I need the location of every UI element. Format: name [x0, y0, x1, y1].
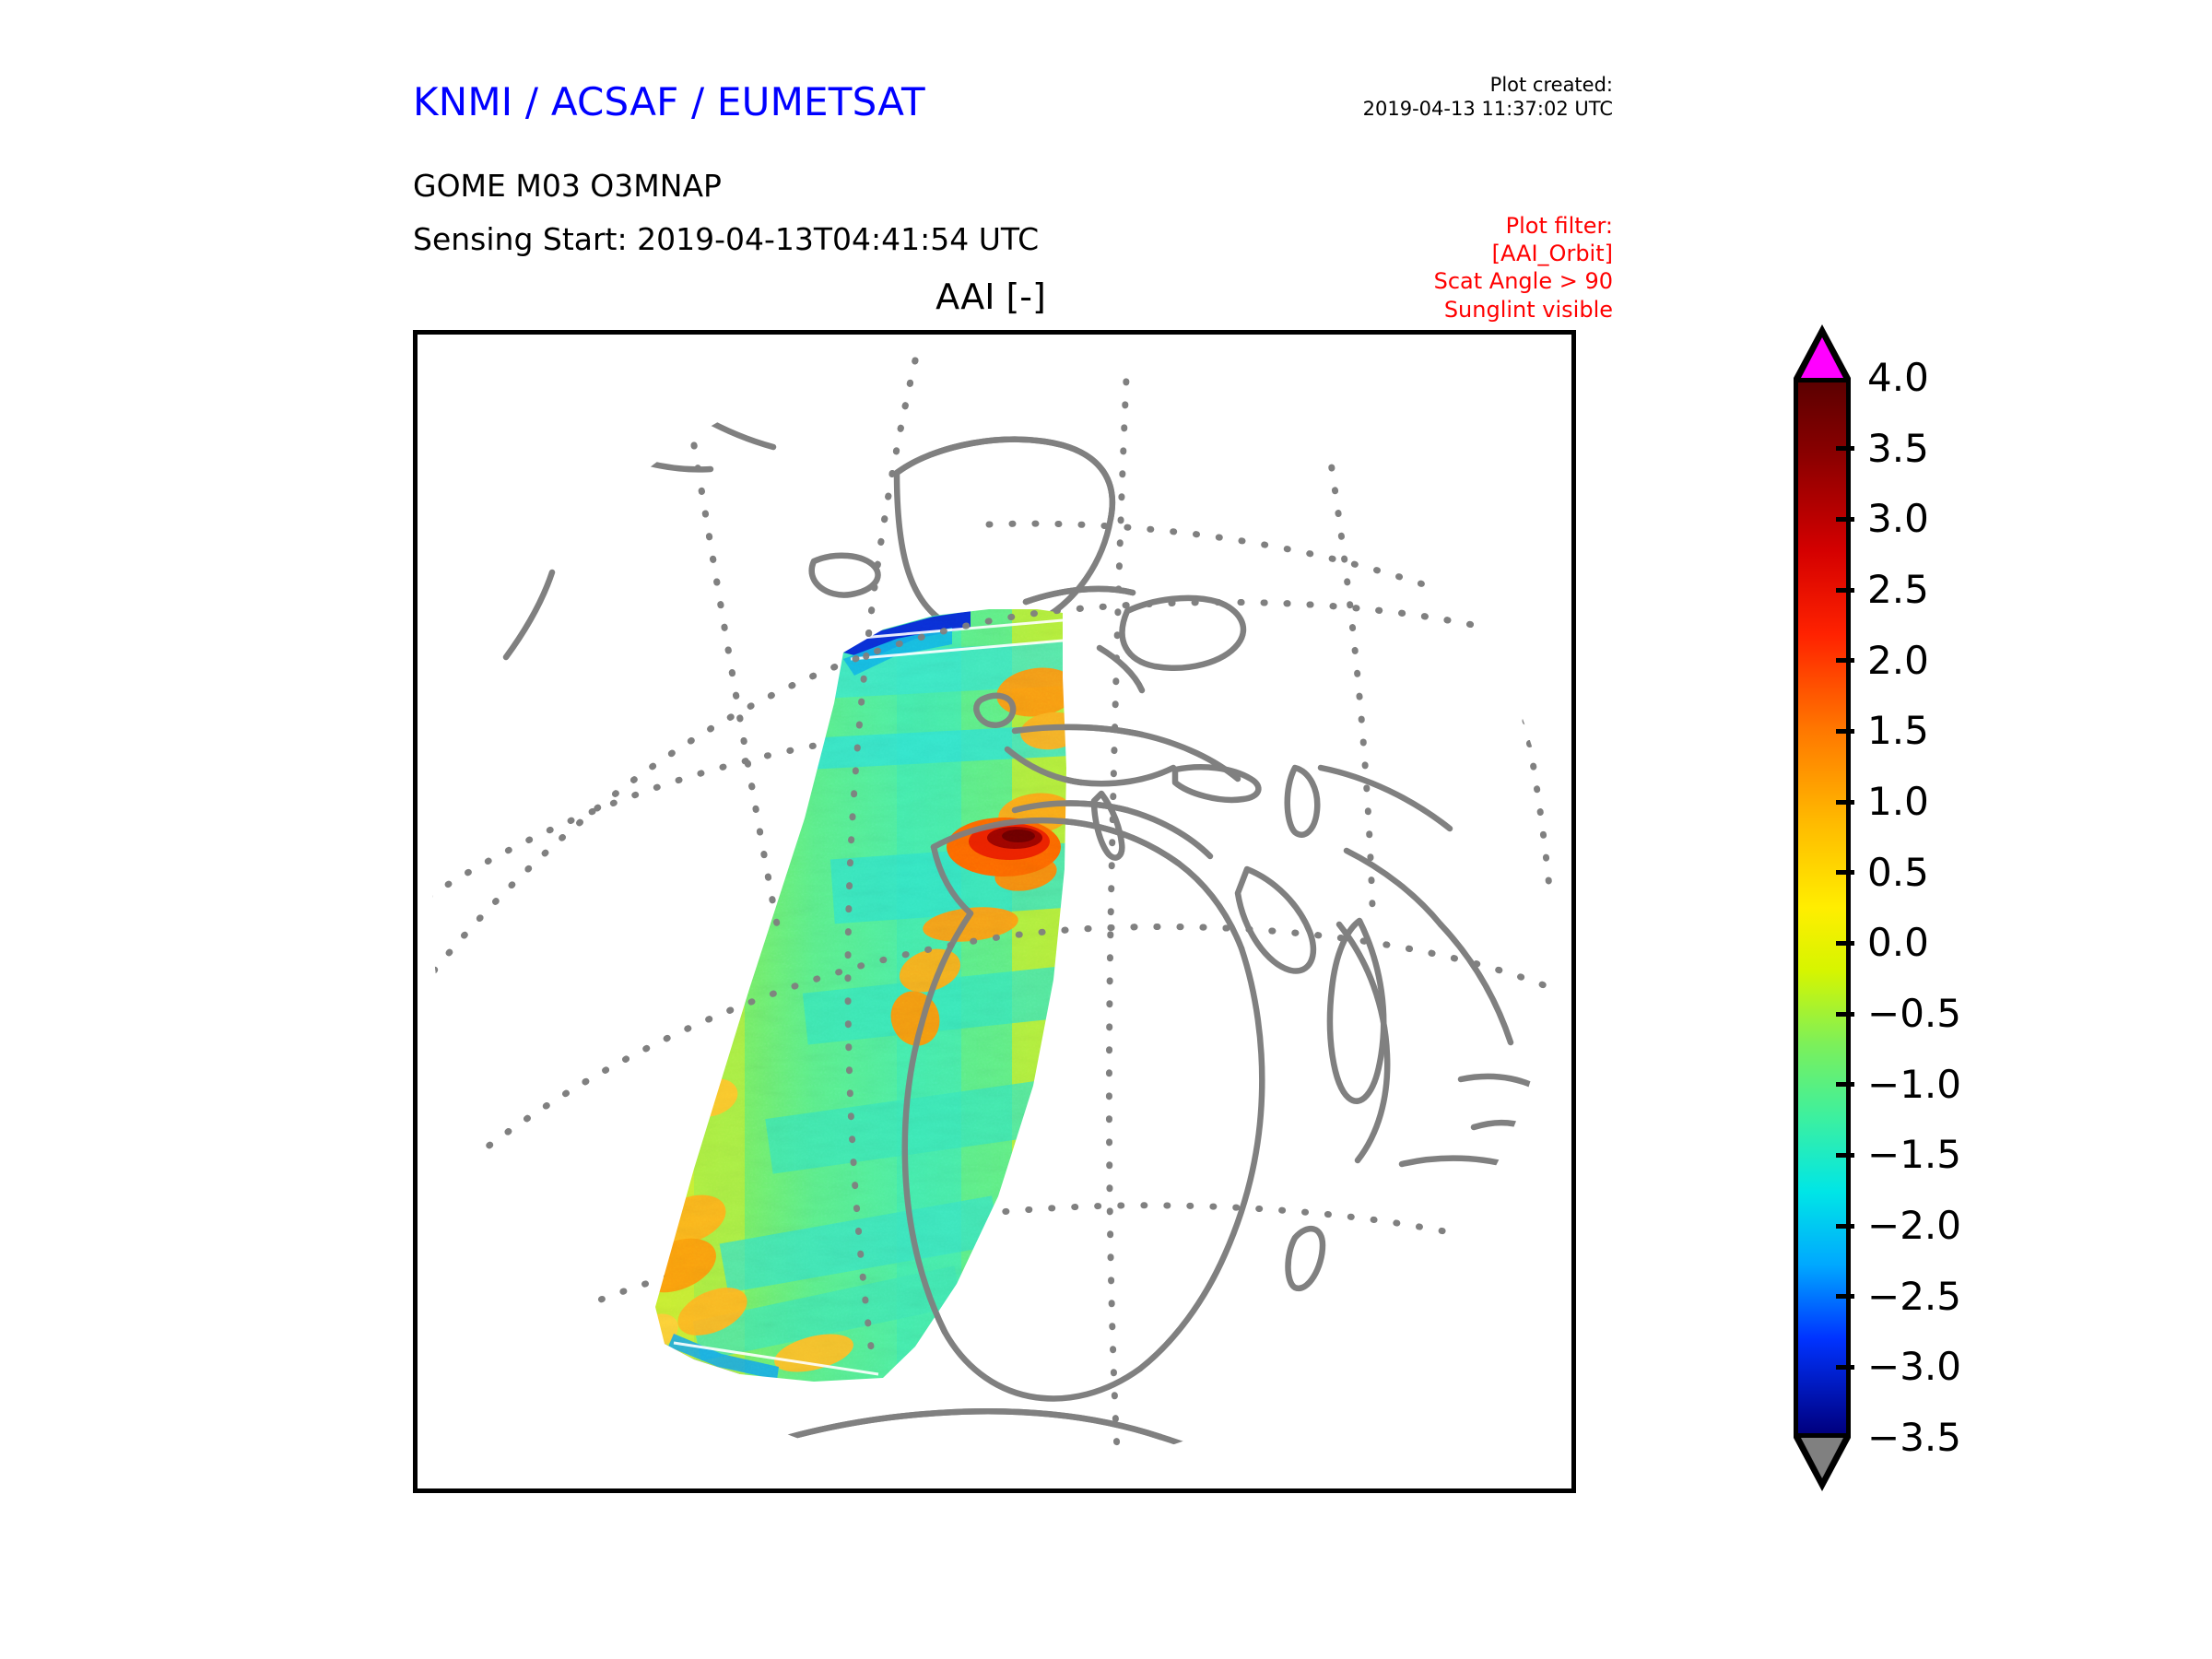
colorbar-tick-label: −1.0 [1867, 1061, 1961, 1107]
orthographic-map [418, 335, 1571, 1488]
colorbar-tick [1836, 1223, 1854, 1229]
colorbar-tick-label: −3.0 [1867, 1344, 1961, 1390]
colorbar-tick-label: 0.0 [1867, 920, 1929, 966]
colorbar-tick-label: 4.0 [1867, 355, 1929, 400]
colorbar-tick-label: 3.0 [1867, 496, 1929, 542]
colorbar-tick-label: −1.5 [1867, 1132, 1961, 1178]
colorbar-tick [1836, 799, 1854, 805]
colorbar-tick-label: −0.5 [1867, 991, 1961, 1036]
plot-created-value: 2019-04-13 11:37:02 UTC [1362, 97, 1613, 120]
colorbar-over-arrow [1801, 337, 1843, 378]
colorbar-tick-label: −2.5 [1867, 1273, 1961, 1319]
coastlines-over-swath [690, 436, 1182, 1474]
sensing-start-text: Sensing Start: 2019-04-13T04:41:54 UTC [413, 221, 1040, 257]
colorbar-tick [1836, 446, 1854, 452]
colorbar-tick [1836, 1082, 1854, 1088]
colorbar-tick-label: 1.0 [1867, 779, 1929, 824]
colorbar-tick [1836, 728, 1854, 734]
colorbar-tick-label: 2.5 [1867, 567, 1929, 612]
colorbar-tick [1836, 587, 1854, 593]
colorbar-gradient [1798, 382, 1846, 1433]
colorbar-tick [1836, 1294, 1854, 1300]
colorbar-tick [1836, 870, 1854, 876]
colorbar-tick [1836, 658, 1854, 664]
map-plot-area [413, 330, 1576, 1493]
plot-filter-scat-angle: Scat Angle > 90 [1433, 268, 1613, 295]
colorbar-tick [1836, 1152, 1854, 1158]
colorbar-tick-label: 2.0 [1867, 637, 1929, 683]
graticule-overlay [432, 357, 1557, 1350]
colorbar-tick [1836, 1011, 1854, 1017]
organisation-title: KNMI / ACSAF / EUMETSAT [413, 79, 925, 124]
colorbar-bar [1794, 378, 1851, 1438]
plot-filter-sunglint: Sunglint visible [1443, 296, 1613, 323]
plot-created-block: Plot created: 2019-04-13 11:37:02 UTC [1097, 74, 1613, 121]
plot-filter-label: Plot filter: [1505, 213, 1613, 239]
plot-created-label: Plot created: [1489, 74, 1613, 96]
plot-filter-name: [AAI_Orbit] [1491, 241, 1613, 267]
colorbar-tick [1836, 940, 1854, 946]
plot-filter-block: Plot filter: [AAI_Orbit] Scat Angle > 90… [1152, 212, 1613, 324]
product-title: GOME M03 O3MNAP [413, 168, 722, 204]
colorbar-tick [1836, 1364, 1854, 1370]
plot-axis-title: AAI [-] [935, 276, 1046, 317]
colorbar: 4.0 3.5 3.0 2.5 2.0 1.5 1.0 0.5 0.0 −0.5 −1.0 −1.5 −… [1779, 324, 2175, 1513]
colorbar-tick-label: −2.0 [1867, 1203, 1961, 1248]
colorbar-tick [1836, 516, 1854, 522]
colorbar-under-arrow [1801, 1438, 1843, 1478]
colorbar-tick-label: 3.5 [1867, 425, 1929, 471]
colorbar-tick-label: −3.5 [1867, 1415, 1961, 1460]
colorbar-tick-label: 1.5 [1867, 708, 1929, 754]
colorbar-tick-label: 0.5 [1867, 849, 1929, 895]
